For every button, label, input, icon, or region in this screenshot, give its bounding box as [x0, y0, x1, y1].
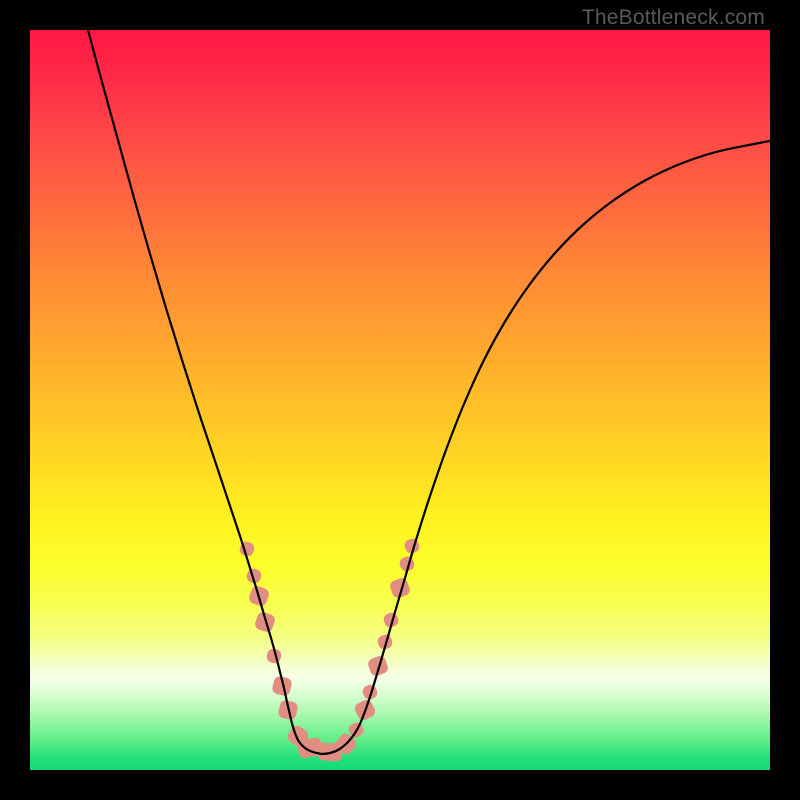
frame-right [770, 0, 800, 800]
frame-left [0, 0, 30, 800]
plot-area [30, 30, 770, 770]
watermark-text: TheBottleneck.com [582, 6, 765, 30]
chart-container: TheBottleneck.com [0, 0, 800, 800]
gradient-background [30, 30, 770, 770]
frame-bottom [0, 770, 800, 800]
